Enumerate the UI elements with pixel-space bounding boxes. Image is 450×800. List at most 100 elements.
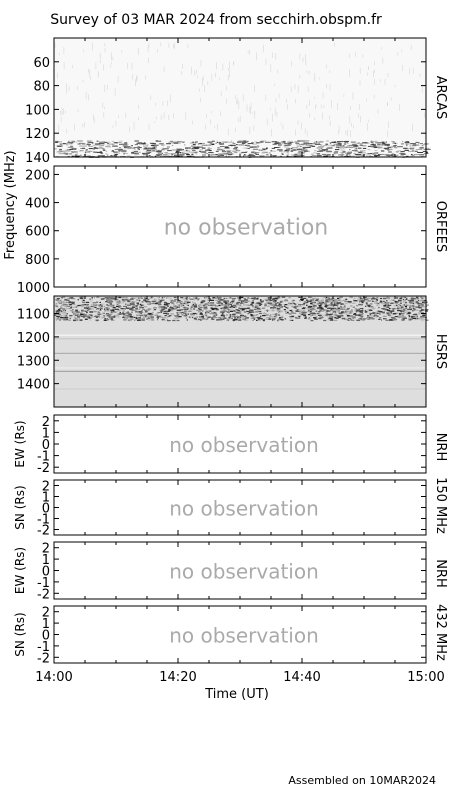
hsrs-interference-mark — [145, 299, 149, 301]
hsrs-interference-mark — [341, 311, 345, 313]
hsrs-interference-mark — [276, 302, 279, 304]
hsrs-interference-mark — [357, 319, 361, 321]
hsrs-interference-mark — [277, 320, 279, 322]
arcas-emission-mark — [66, 144, 69, 146]
hsrs-interference-mark — [272, 302, 277, 304]
hsrs-interference-mark — [376, 298, 379, 300]
arcas-emission-mark — [112, 150, 114, 151]
hsrs-interference-mark — [229, 301, 231, 303]
arcas-texture-mark — [265, 94, 267, 101]
hsrs-interference-mark — [329, 310, 332, 312]
hsrs-interference-mark — [385, 302, 390, 304]
arcas-emission-mark — [301, 149, 307, 151]
hsrs-interference-mark — [328, 318, 330, 321]
hsrs-interference-mark — [308, 314, 312, 316]
arcas-emission-mark — [71, 151, 74, 153]
arcas-emission-mark — [353, 146, 358, 148]
hsrs-interference-mark — [272, 316, 274, 318]
hsrs-interference-mark — [84, 306, 88, 308]
hsrs-interference-mark — [388, 310, 390, 312]
arcas-emission-mark — [126, 146, 131, 147]
hsrs-interference-mark — [201, 316, 204, 318]
hsrs-interference-mark — [332, 311, 337, 313]
hsrs-interference-mark — [422, 300, 427, 302]
hsrs-interference-mark — [125, 303, 127, 305]
no-observation-text: no observation — [169, 497, 319, 521]
hsrs-interference-mark — [106, 307, 110, 309]
time-tick-label: 14:20 — [159, 670, 196, 685]
arcas-emission-mark — [261, 140, 267, 142]
hsrs-interference-mark — [63, 310, 65, 312]
arcas-emission-mark — [400, 154, 404, 156]
hsrs-interference-mark — [118, 296, 122, 299]
hsrs-interference-mark — [230, 306, 234, 308]
hsrs-interference-mark — [359, 296, 362, 298]
hsrs-interference-mark — [156, 301, 159, 303]
hsrs-interference-mark — [400, 316, 404, 318]
hsrs-interference-mark — [325, 300, 329, 302]
arcas-emission-mark — [133, 152, 139, 154]
hsrs-interference-mark — [240, 300, 245, 302]
hsrs-interference-mark — [276, 306, 279, 309]
arcas-emission-mark — [195, 141, 198, 143]
arcas-emission-mark — [344, 147, 346, 149]
y-tick-label: 1000 — [17, 281, 50, 296]
hsrs-interference-mark — [168, 315, 172, 317]
hsrs-interference-mark — [275, 309, 280, 311]
hsrs-interference-mark — [263, 312, 265, 314]
hsrs-interference-mark — [386, 304, 388, 306]
hsrs-interference-mark — [252, 298, 257, 300]
hsrs-interference-mark — [400, 314, 403, 316]
arcas-emission-mark — [344, 141, 348, 143]
hsrs-interference-mark — [394, 316, 399, 318]
hsrs-interference-mark — [166, 313, 170, 315]
hsrs-interference-mark — [333, 316, 336, 318]
arcas-emission-mark — [340, 155, 344, 157]
hsrs-interference-mark — [205, 317, 208, 319]
hsrs-interference-mark — [98, 305, 100, 307]
hsrs-interference-mark — [220, 310, 224, 312]
hsrs-interference-mark — [240, 298, 243, 300]
arcas-texture-mark — [247, 51, 249, 54]
hsrs-interference-mark — [401, 319, 405, 321]
hsrs-interference-mark — [80, 304, 84, 306]
hsrs-interference-mark — [135, 297, 138, 299]
arcas-texture-mark — [129, 126, 130, 132]
hsrs-interference-mark — [389, 319, 392, 321]
hsrs-interference-mark — [280, 315, 284, 317]
hsrs-interference-mark — [202, 310, 204, 312]
arcas-texture-mark — [112, 125, 114, 128]
hsrs-interference-mark — [214, 304, 216, 306]
y-tick-label: 800 — [25, 253, 50, 268]
arcas-texture-mark — [220, 111, 221, 116]
hsrs-interference-mark — [250, 315, 255, 317]
arcas-emission-mark — [127, 144, 129, 146]
arcas-emission-mark — [112, 145, 118, 147]
hsrs-interference-mark — [133, 297, 137, 299]
hsrs-interference-mark — [329, 313, 333, 315]
arcas-emission-mark — [336, 144, 342, 146]
arcas-emission-mark — [351, 150, 358, 152]
hsrs-interference-mark — [151, 297, 155, 299]
hsrs-interference-mark — [135, 309, 139, 311]
hsrs-interference-mark — [253, 297, 257, 299]
arcas-emission-mark — [331, 141, 336, 143]
arcas-emission-mark — [209, 150, 212, 152]
hsrs-interference-mark — [223, 307, 228, 309]
hsrs-interference-mark — [412, 306, 416, 308]
arcas-emission-mark — [68, 140, 70, 142]
arcas-texture-mark — [83, 49, 84, 53]
arcas-emission-mark — [160, 149, 165, 151]
arcas-texture-mark — [77, 86, 78, 90]
hsrs-interference-mark — [57, 308, 61, 311]
hsrs-interference-mark — [332, 312, 334, 314]
hsrs-interference-mark — [100, 297, 103, 299]
hsrs-interference-mark — [194, 318, 198, 320]
hsrs-interference-mark — [227, 319, 229, 322]
arcas-emission-mark — [373, 155, 380, 157]
arcas-emission-mark — [71, 148, 77, 150]
hsrs-interference-mark — [320, 303, 323, 305]
hsrs-interference-mark — [264, 306, 267, 308]
arcas-emission-mark — [413, 154, 420, 156]
hsrs-interference-mark — [77, 319, 79, 321]
